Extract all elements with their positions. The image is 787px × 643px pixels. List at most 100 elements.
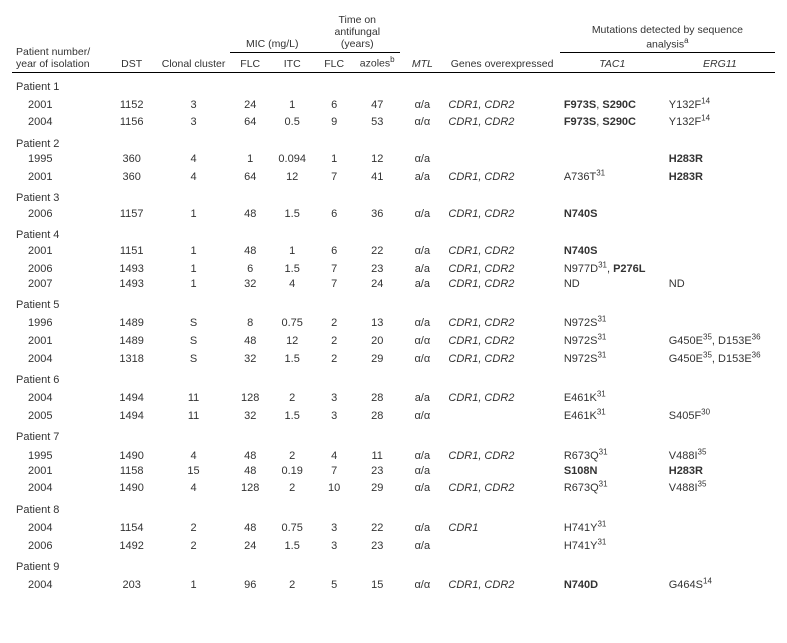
- table-cell: H283R: [665, 167, 775, 185]
- header-erg11: ERG11: [665, 53, 775, 73]
- table-cell: α/a: [400, 152, 444, 167]
- table-cell: S: [157, 313, 230, 331]
- table-cell: 1.5: [270, 348, 314, 366]
- table-cell: 1: [157, 258, 230, 276]
- table-cell: 22: [354, 518, 400, 536]
- table-cell: [444, 463, 559, 478]
- patient-label: Patient 1: [12, 72, 775, 95]
- header-patient: Patient number/ year of isolation: [12, 12, 106, 72]
- table-cell: 48: [230, 463, 270, 478]
- table-cell: [665, 388, 775, 406]
- table-cell: CDR1, CDR2: [444, 331, 559, 349]
- table-cell: 4: [157, 167, 230, 185]
- table-cell: V488I35: [665, 445, 775, 463]
- table-cell: 1489: [106, 331, 156, 349]
- table-cell: 2: [157, 518, 230, 536]
- table-cell: 1156: [106, 112, 156, 130]
- table-cell: 1158: [106, 463, 156, 478]
- table-cell: CDR1: [444, 518, 559, 536]
- table-cell: 64: [230, 112, 270, 130]
- table-cell: CDR1, CDR2: [444, 313, 559, 331]
- table-cell: 2: [314, 348, 354, 366]
- table-cell: 2005: [12, 406, 106, 424]
- table-cell: 48: [230, 243, 270, 258]
- table-cell: 1493: [106, 276, 156, 291]
- table-row: 20041494111282328a/aCDR1, CDR2E461K31: [12, 388, 775, 406]
- table-cell: R673Q31: [560, 445, 665, 463]
- table-cell: 1: [270, 243, 314, 258]
- table-cell: α/α: [400, 112, 444, 130]
- table-cell: S405F30: [665, 406, 775, 424]
- table-cell: CDR1, CDR2: [444, 243, 559, 258]
- table-cell: 22: [354, 243, 400, 258]
- table-cell: 1493: [106, 258, 156, 276]
- table-cell: 48: [230, 206, 270, 221]
- table-cell: G464S14: [665, 575, 775, 593]
- table-row: 200111523241647α/aCDR1, CDR2F973S, S290C…: [12, 95, 775, 113]
- table-row: 1995360410.094112α/aH283R: [12, 152, 775, 167]
- patient-label-row: Patient 5: [12, 291, 775, 313]
- table-cell: A736T31: [560, 167, 665, 185]
- table-cell: 1: [157, 276, 230, 291]
- table-cell: 1152: [106, 95, 156, 113]
- table-cell: 20: [354, 331, 400, 349]
- patient-label-row: Patient 2: [12, 130, 775, 152]
- table-cell: 29: [354, 348, 400, 366]
- table-cell: N740S: [560, 206, 665, 221]
- table-cell: α/a: [400, 313, 444, 331]
- table-cell: 2004: [12, 388, 106, 406]
- table-row: 200611571481.5636α/aCDR1, CDR2N740S: [12, 206, 775, 221]
- table-cell: 1157: [106, 206, 156, 221]
- table-cell: 2001: [12, 167, 106, 185]
- header-mtl: MTL: [400, 12, 444, 72]
- table-cell: 7: [314, 167, 354, 185]
- table-cell: [665, 258, 775, 276]
- patient-label-row: Patient 7: [12, 423, 775, 445]
- table-cell: 6: [314, 243, 354, 258]
- table-cell: Y132F14: [665, 95, 775, 113]
- patient-label: Patient 5: [12, 291, 775, 313]
- table-cell: a/a: [400, 388, 444, 406]
- table-cell: 1494: [106, 388, 156, 406]
- table-cell: 1.5: [270, 258, 314, 276]
- table-cell: N972S31: [560, 313, 665, 331]
- patient-label: Patient 7: [12, 423, 775, 445]
- table-row: 199514904482411α/aCDR1, CDR2R673Q31V488I…: [12, 445, 775, 463]
- table-cell: 360: [106, 167, 156, 185]
- header-mic-flc: FLC: [230, 53, 270, 73]
- table-cell: 4: [157, 152, 230, 167]
- table-cell: 24: [354, 276, 400, 291]
- table-row: 200136046412741a/aCDR1, CDR2A736T31H283R: [12, 167, 775, 185]
- table-cell: 7: [314, 276, 354, 291]
- table-cell: 1490: [106, 478, 156, 496]
- table-cell: G450E35, D153E36: [665, 348, 775, 366]
- table-cell: N740S: [560, 243, 665, 258]
- table-cell: 1494: [106, 406, 156, 424]
- table-cell: 1: [157, 243, 230, 258]
- table-cell: 1154: [106, 518, 156, 536]
- table-cell: 2001: [12, 95, 106, 113]
- table-cell: CDR1, CDR2: [444, 95, 559, 113]
- table-cell: 2: [270, 445, 314, 463]
- table-cell: 8: [230, 313, 270, 331]
- table-cell: 1: [157, 575, 230, 593]
- table-cell: [665, 518, 775, 536]
- table-cell: R673Q31: [560, 478, 665, 496]
- table-cell: 2: [270, 478, 314, 496]
- table-cell: 4: [157, 445, 230, 463]
- table-cell: 6: [314, 206, 354, 221]
- table-cell: 7: [314, 463, 354, 478]
- patient-label-row: Patient 8: [12, 496, 775, 518]
- table-cell: [665, 243, 775, 258]
- table-cell: 1995: [12, 152, 106, 167]
- header-time-flc: FLC: [314, 53, 354, 73]
- patient-label: Patient 9: [12, 553, 775, 575]
- table-cell: N972S31: [560, 331, 665, 349]
- table-cell: 3: [157, 112, 230, 130]
- patient-label: Patient 3: [12, 184, 775, 206]
- table-cell: 6: [230, 258, 270, 276]
- patient-label: Patient 6: [12, 366, 775, 388]
- table-cell: α/a: [400, 518, 444, 536]
- table-cell: 4: [157, 478, 230, 496]
- table-cell: 23: [354, 463, 400, 478]
